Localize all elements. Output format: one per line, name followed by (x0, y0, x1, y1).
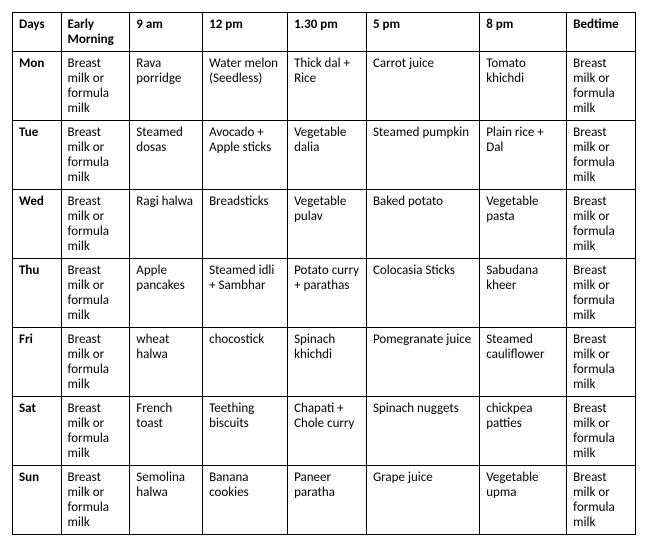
cell-bed: Breast milk or formula milk (567, 397, 636, 466)
cell-bed: Breast milk or formula milk (567, 466, 636, 535)
table-row: FriBreast milk or formula milkwheat halw… (13, 328, 636, 397)
cell-t5: Carrot juice (366, 52, 479, 121)
cell-t130: Spinach khichdi (288, 328, 367, 397)
table-row: SatBreast milk or formula milkFrench toa… (13, 397, 636, 466)
cell-t5: Grape juice (366, 466, 479, 535)
table-body: MonBreast milk or formula milkRava porri… (13, 52, 636, 535)
cell-t9: wheat halwa (130, 328, 203, 397)
cell-t12: Water melon (Seedless) (203, 52, 288, 121)
table-row: WedBreast milk or formula milkRagi halwa… (13, 190, 636, 259)
cell-t9: Semolina halwa (130, 466, 203, 535)
col-header-9am: 9 am (130, 13, 203, 52)
table-header-row: Days Early Morning 9 am 12 pm 1.30 pm 5 … (13, 13, 636, 52)
col-header-8pm: 8 pm (480, 13, 567, 52)
cell-em: Breast milk or formula milk (61, 121, 130, 190)
cell-em: Breast milk or formula milk (61, 190, 130, 259)
col-header-12pm: 12 pm (203, 13, 288, 52)
cell-t12: Breadsticks (203, 190, 288, 259)
cell-t5: Baked potato (366, 190, 479, 259)
cell-t5: Spinach nuggets (366, 397, 479, 466)
cell-em: Breast milk or formula milk (61, 466, 130, 535)
table-row: TueBreast milk or formula milkSteamed do… (13, 121, 636, 190)
cell-t8: Tomato khichdi (480, 52, 567, 121)
cell-t9: French toast (130, 397, 203, 466)
cell-t9: Steamed dosas (130, 121, 203, 190)
cell-t12: Steamed idli + Sambhar (203, 259, 288, 328)
cell-em: Breast milk or formula milk (61, 52, 130, 121)
row-header-day: Sun (13, 466, 62, 535)
cell-t5: Pomegranate juice (366, 328, 479, 397)
cell-t130: Vegetable dalia (288, 121, 367, 190)
col-header-days: Days (13, 13, 62, 52)
cell-bed: Breast milk or formula milk (567, 121, 636, 190)
cell-bed: Breast milk or formula milk (567, 190, 636, 259)
col-header-bedtime: Bedtime (567, 13, 636, 52)
cell-t12: Banana cookies (203, 466, 288, 535)
cell-t130: Thick dal + Rice (288, 52, 367, 121)
cell-t12: chocostick (203, 328, 288, 397)
cell-t130: Paneer paratha (288, 466, 367, 535)
cell-t8: Steamed cauliflower (480, 328, 567, 397)
cell-t8: Plain rice + Dal (480, 121, 567, 190)
cell-t8: Sabudana kheer (480, 259, 567, 328)
row-header-day: Tue (13, 121, 62, 190)
cell-t5: Steamed pumpkin (366, 121, 479, 190)
cell-em: Breast milk or formula milk (61, 259, 130, 328)
row-header-day: Fri (13, 328, 62, 397)
row-header-day: Wed (13, 190, 62, 259)
cell-t130: Chapati + Chole curry (288, 397, 367, 466)
cell-t130: Vegetable pulav (288, 190, 367, 259)
col-header-130pm: 1.30 pm (288, 13, 367, 52)
col-header-5pm: 5 pm (366, 13, 479, 52)
table-row: ThuBreast milk or formula milkApple panc… (13, 259, 636, 328)
cell-t9: Ragi halwa (130, 190, 203, 259)
cell-bed: Breast milk or formula milk (567, 52, 636, 121)
cell-t8: chickpea patties (480, 397, 567, 466)
table-row: MonBreast milk or formula milkRava porri… (13, 52, 636, 121)
cell-t8: Vegetable pasta (480, 190, 567, 259)
cell-t9: Apple pancakes (130, 259, 203, 328)
cell-bed: Breast milk or formula milk (567, 328, 636, 397)
row-header-day: Mon (13, 52, 62, 121)
table-row: SunBreast milk or formula milkSemolina h… (13, 466, 636, 535)
row-header-day: Sat (13, 397, 62, 466)
cell-t12: Teething biscuits (203, 397, 288, 466)
cell-t5: Colocasia Sticks (366, 259, 479, 328)
col-header-early: Early Morning (61, 13, 130, 52)
cell-em: Breast milk or formula milk (61, 397, 130, 466)
cell-t8: Vegetable upma (480, 466, 567, 535)
row-header-day: Thu (13, 259, 62, 328)
cell-t9: Rava porridge (130, 52, 203, 121)
cell-em: Breast milk or formula milk (61, 328, 130, 397)
cell-t130: Potato curry + parathas (288, 259, 367, 328)
cell-bed: Breast milk or formula milk (567, 259, 636, 328)
meal-plan-table: Days Early Morning 9 am 12 pm 1.30 pm 5 … (12, 12, 636, 535)
cell-t12: Avocado + Apple sticks (203, 121, 288, 190)
